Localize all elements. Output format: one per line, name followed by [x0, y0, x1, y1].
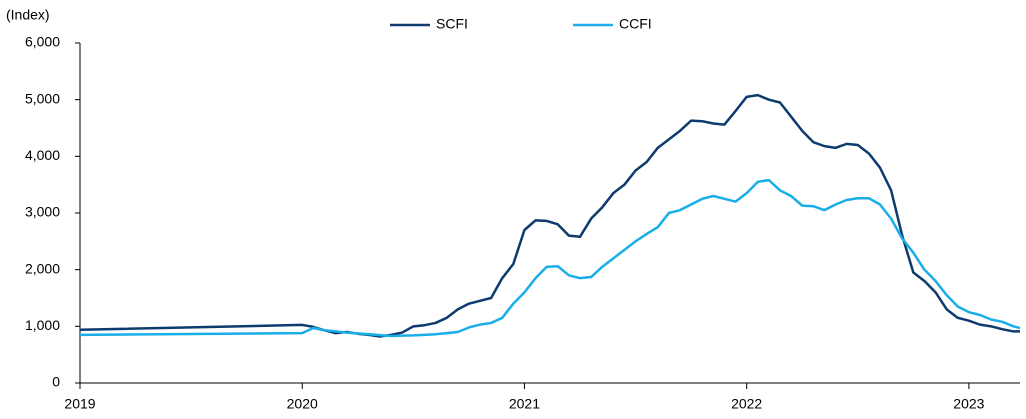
series-line [79, 178, 1021, 338]
x-tick-label: 2019 [64, 396, 95, 412]
series-line [79, 93, 1020, 338]
x-tick-label: 2023 [953, 396, 984, 412]
y-tick-label: 4,000 [25, 147, 60, 163]
y-tick-label: 5,000 [25, 90, 60, 106]
y-axis-label: (Index) [6, 7, 50, 23]
x-tick-label: 2020 [287, 396, 318, 412]
y-tick-label: 3,000 [25, 204, 60, 220]
y-tick-label: 2,000 [25, 260, 60, 276]
legend-label: SCFI [436, 16, 468, 32]
y-tick-label: 0 [52, 374, 60, 390]
x-tick-label: 2021 [509, 396, 540, 412]
y-tick-label: 6,000 [25, 34, 60, 50]
x-tick-label: 2022 [731, 396, 762, 412]
y-tick-label: 1,000 [25, 317, 60, 333]
legend-label: CCFI [619, 16, 652, 32]
